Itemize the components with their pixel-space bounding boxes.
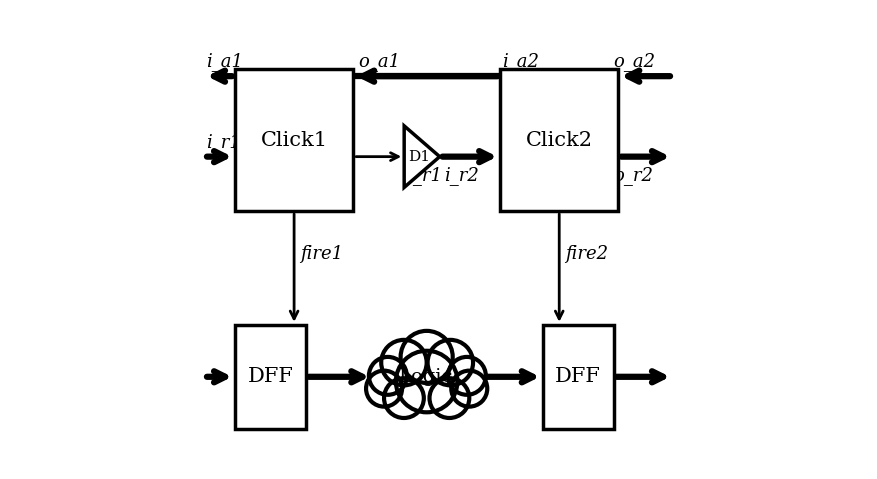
Circle shape <box>430 378 469 418</box>
Text: Click1: Click1 <box>260 131 328 149</box>
Circle shape <box>401 331 453 383</box>
Text: o_a2: o_a2 <box>614 53 656 71</box>
Circle shape <box>452 371 488 407</box>
Text: DFF: DFF <box>555 367 601 386</box>
Circle shape <box>396 351 458 412</box>
Circle shape <box>369 357 407 395</box>
Text: DFF: DFF <box>247 367 294 386</box>
Text: i_r2: i_r2 <box>445 166 480 185</box>
Text: i_a1: i_a1 <box>206 53 244 71</box>
Circle shape <box>366 371 402 407</box>
Text: D1: D1 <box>409 149 431 164</box>
Bar <box>235 69 353 211</box>
Circle shape <box>381 340 427 385</box>
Text: o_r1: o_r1 <box>402 166 442 185</box>
Text: fire1: fire1 <box>300 245 343 263</box>
Circle shape <box>428 340 473 385</box>
Bar <box>235 325 306 429</box>
Text: fire2: fire2 <box>565 245 608 263</box>
Bar <box>543 325 614 429</box>
Circle shape <box>448 357 486 395</box>
Text: o_a1: o_a1 <box>358 53 400 71</box>
Text: Click2: Click2 <box>525 131 593 149</box>
Text: Logic: Logic <box>399 368 454 386</box>
Text: i_r1: i_r1 <box>206 133 241 152</box>
Text: i_a2: i_a2 <box>503 53 539 71</box>
Circle shape <box>384 378 424 418</box>
Text: o_r2: o_r2 <box>614 166 653 185</box>
Bar <box>500 69 618 211</box>
Polygon shape <box>404 126 439 187</box>
